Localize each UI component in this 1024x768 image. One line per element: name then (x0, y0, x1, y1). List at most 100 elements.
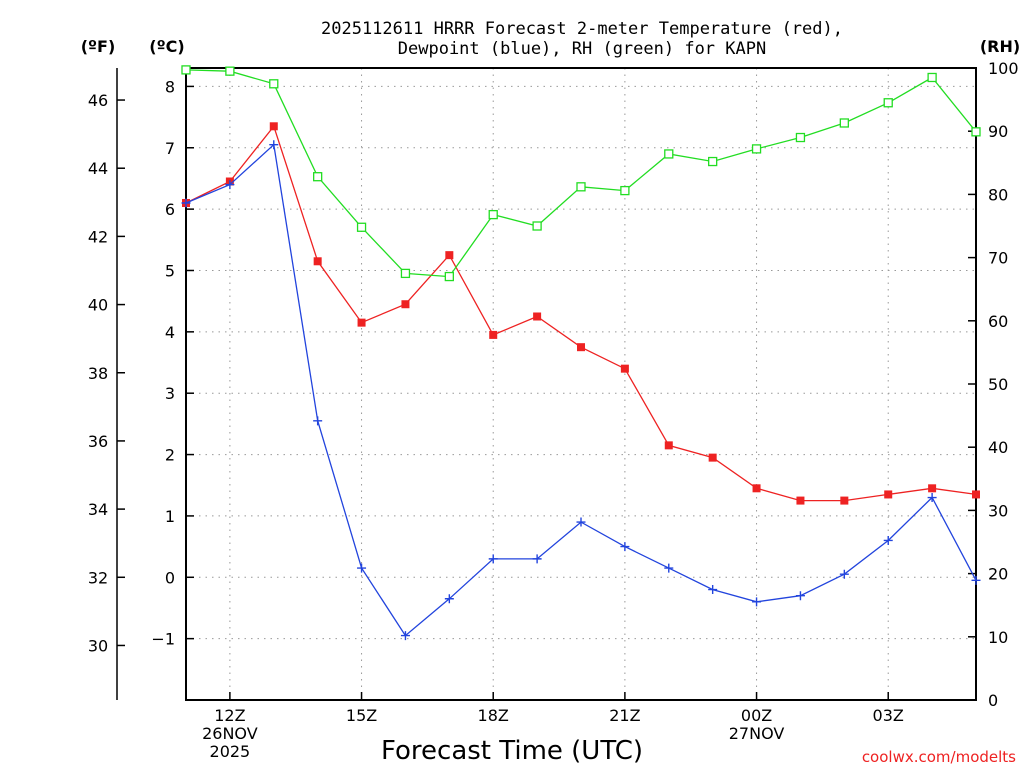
temperature-point (533, 312, 542, 321)
rh-line (185, 69, 977, 278)
dewpoint-point (181, 198, 191, 208)
temperature-point (489, 330, 498, 339)
dewpoint-point (576, 517, 586, 527)
dewpoint-point (269, 140, 279, 150)
rh-tick-label: 70 (988, 249, 1008, 268)
celsius-tick-label: 2 (165, 446, 175, 465)
fahrenheit-tick-label: 38 (88, 364, 108, 383)
celsius-tick-label: 0 (165, 568, 175, 587)
rh-tick-label: 60 (988, 312, 1008, 331)
time-tick-label: 03Z (873, 706, 904, 725)
temperature-point (840, 496, 849, 505)
dewpoint-point (839, 569, 849, 579)
temperature-point (708, 453, 717, 462)
temperature-point (928, 484, 937, 493)
celsius-tick-label: 6 (165, 200, 175, 219)
x-axis-title: Forecast Time (UTC) (381, 736, 643, 766)
fahrenheit-tick-label: 44 (88, 159, 108, 178)
rh-point (181, 65, 191, 75)
plot-frame (185, 67, 977, 701)
dewpoint-point (708, 585, 718, 595)
fahrenheit-tick-label: 34 (88, 500, 108, 519)
time-tick-label: 15Z (346, 706, 377, 725)
dewpoint-point (971, 575, 981, 585)
celsius-tick-label: 3 (165, 384, 175, 403)
dewpoint-point (927, 493, 937, 503)
rh-point (576, 182, 586, 192)
temperature-point (620, 364, 629, 373)
rh-tick-label: 10 (988, 628, 1008, 647)
dewpoint-point (620, 542, 630, 552)
time-tick-label: 00Z (741, 706, 772, 725)
fahrenheit-tick-label: 42 (88, 227, 108, 246)
dewpoint-line (185, 143, 977, 637)
time-tick-label: 27NOV (729, 724, 785, 743)
celsius-tick-label: −1 (151, 630, 175, 649)
temperature-point (577, 343, 585, 352)
temperature-point (664, 441, 673, 450)
dewpoint-point (313, 416, 323, 426)
rh-point (927, 72, 937, 83)
fahrenheit-tick-label: 32 (88, 568, 108, 587)
temperature-point (752, 484, 761, 493)
rh-point (356, 222, 367, 232)
time-tick-label: 12Z (214, 706, 245, 725)
dewpoint-point (752, 597, 762, 607)
fahrenheit-tick-label: 40 (88, 296, 108, 315)
rh-tick-label: 50 (988, 375, 1008, 394)
time-tick-label: 18Z (478, 706, 509, 725)
rh-tick-label: 20 (988, 565, 1008, 584)
dewpoint-point (400, 631, 410, 641)
temperature-point (401, 300, 410, 309)
dewpoint-point (532, 554, 542, 564)
rh-tick-label: 100 (988, 59, 1019, 78)
celsius-tick-label: 4 (165, 323, 175, 342)
fahrenheit-axis-unit-label: (ºF) (81, 37, 116, 56)
dewpoint-point (488, 554, 498, 564)
temperature-point (445, 251, 454, 260)
celsius-tick-label: 7 (165, 139, 175, 158)
rh-tick-label: 0 (988, 691, 998, 710)
rh-tick-label: 90 (988, 122, 1008, 141)
celsius-tick-label: 1 (165, 507, 175, 526)
time-tick-label: 26NOV (202, 724, 258, 743)
temperature-point (884, 490, 893, 499)
dewpoint-point (664, 563, 674, 573)
chart-title-line-2: Dewpoint (blue), RH (green) for KAPN (398, 39, 766, 59)
temperature-point (269, 122, 278, 131)
rh-point (708, 156, 718, 167)
rh-point (839, 118, 849, 128)
temperature-point (313, 257, 322, 266)
rh-tick-label: 30 (988, 501, 1008, 520)
rh-point (400, 268, 411, 279)
celsius-axis-ticks: 8 7 6 5 4 3 2 1 0 −1 (151, 77, 194, 649)
dewpoint-point (357, 563, 367, 573)
chart-title-line-1: 2025112611 HRRR Forecast 2-meter Tempera… (321, 19, 843, 39)
rh-point (751, 144, 762, 154)
fahrenheit-axis-ticks: 46 44 42 40 38 36 34 32 30 (88, 91, 125, 655)
rh-point (488, 209, 498, 220)
temperature-point (796, 496, 805, 505)
rh-point (532, 221, 542, 231)
rh-point (620, 185, 630, 196)
celsius-tick-label: 5 (165, 261, 175, 280)
dewpoint-point (444, 594, 454, 604)
rh-point (225, 66, 235, 76)
fahrenheit-tick-label: 46 (88, 91, 108, 110)
time-tick-label: 21Z (609, 706, 640, 725)
dewpoint-point (795, 591, 805, 601)
fahrenheit-tick-label: 30 (88, 636, 108, 655)
rh-point (664, 149, 674, 159)
rh-point (795, 132, 806, 143)
rh-point (269, 79, 279, 89)
dewpoint-point (883, 535, 893, 545)
rh-tick-label: 80 (988, 185, 1008, 204)
fahrenheit-tick-label: 36 (88, 432, 108, 451)
watermark: coolwx.com/modelts (862, 748, 1016, 766)
rh-point (971, 127, 981, 137)
rh-point (313, 172, 323, 182)
gridlines (186, 68, 976, 700)
